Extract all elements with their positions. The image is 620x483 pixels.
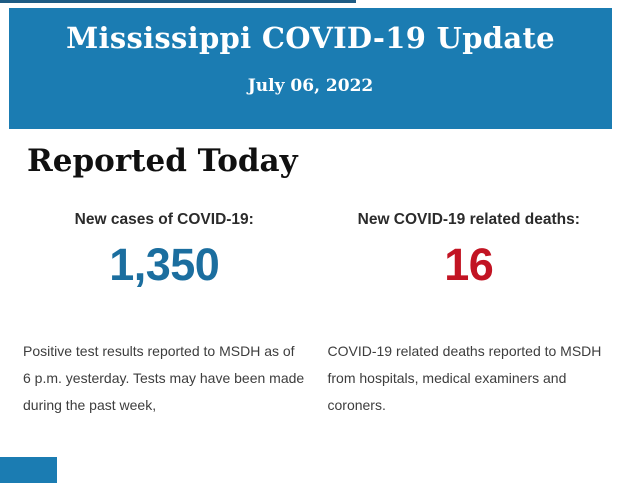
deaths-description: COVID-19 related deaths reported to MSDH… xyxy=(327,343,602,413)
newsletter-title: Mississippi COVID-19 Update xyxy=(66,21,555,55)
header-band: Mississippi COVID-19 Update July 06, 202… xyxy=(9,8,612,129)
top-edge-line xyxy=(0,0,356,3)
stat-columns: New cases of COVID-19: 1,350 Positive te… xyxy=(0,211,620,419)
content-area: Reported Today New cases of COVID-19: 1,… xyxy=(0,129,620,419)
cases-label: New cases of COVID-19: xyxy=(74,211,254,228)
next-section-band-partial xyxy=(0,457,57,483)
newsletter-date: July 06, 2022 xyxy=(247,76,374,96)
cases-description: Positive test results reported to MSDH a… xyxy=(23,343,305,413)
section-heading: Reported Today xyxy=(27,143,298,179)
deaths-column: New COVID-19 related deaths: 16 COVID-19… xyxy=(328,211,611,419)
cases-column: New cases of COVID-19: 1,350 Positive te… xyxy=(23,211,306,419)
deaths-value: 16 xyxy=(444,239,494,290)
cases-value: 1,350 xyxy=(109,239,220,290)
deaths-label: New COVID-19 related deaths: xyxy=(357,211,580,228)
